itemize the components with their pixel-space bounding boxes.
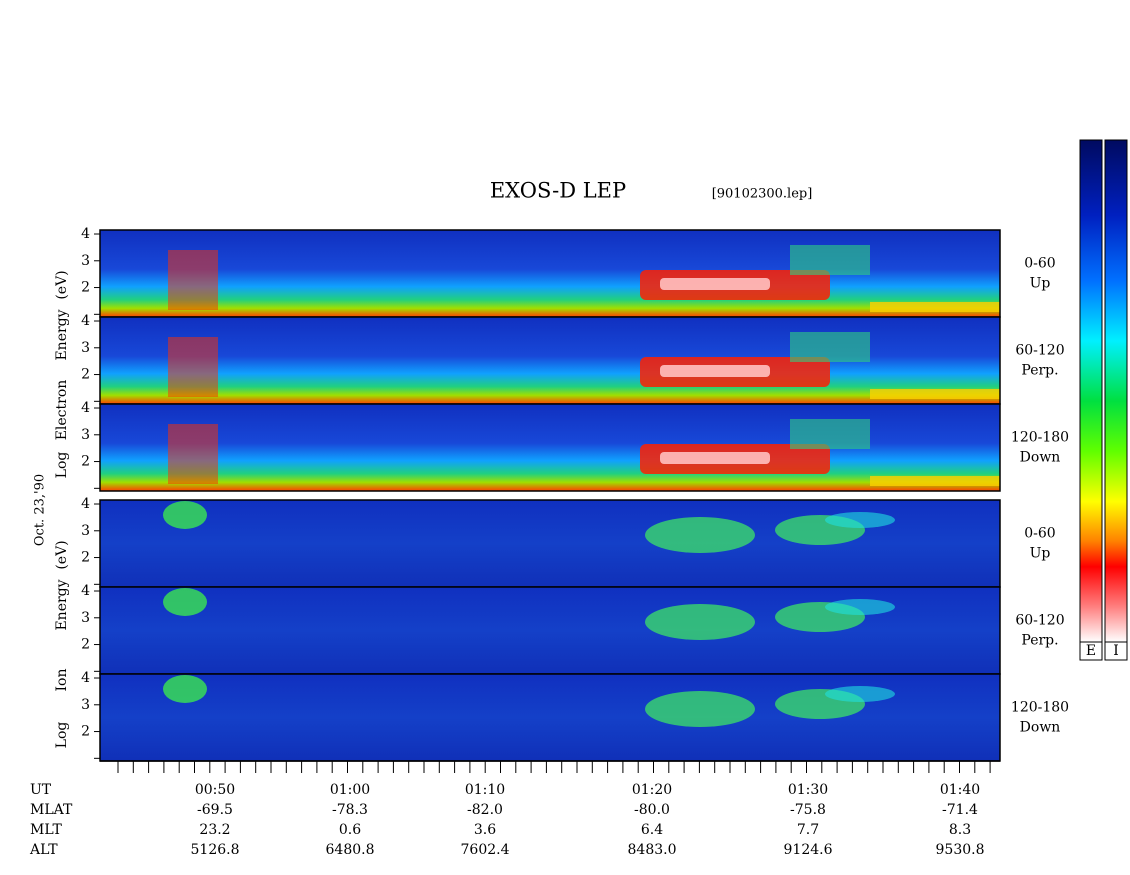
row-value: -71.4	[942, 802, 978, 818]
spectrogram-blob	[790, 245, 870, 275]
row-value: -80.0	[634, 802, 670, 818]
colorbar-label-box	[1079, 641, 1103, 661]
row-value: 6480.8	[326, 842, 375, 858]
row-value: 8.3	[949, 822, 971, 838]
pitch-angle: 120-180	[1011, 700, 1069, 716]
row-value: 23.2	[199, 822, 230, 838]
y-tick-label: 2	[81, 454, 90, 470]
y-tick-label: 2	[81, 550, 90, 566]
y-axis-label: Log	[54, 452, 70, 479]
spectrogram-blob	[660, 365, 770, 377]
row-label: UT	[30, 782, 52, 798]
spectrogram-blob	[825, 599, 895, 615]
spectrogram-blob	[168, 250, 218, 310]
row-value: 5126.8	[191, 842, 240, 858]
spectrogram-blob	[163, 501, 207, 529]
row-value: 7602.4	[461, 842, 510, 858]
row-value: 7.7	[797, 822, 819, 838]
row-value: 01:30	[788, 782, 828, 798]
row-value: 0.6	[339, 822, 361, 838]
row-value: 00:50	[195, 782, 235, 798]
spectrogram-blob	[168, 424, 218, 484]
spectrogram-blob	[163, 675, 207, 703]
direction: Perp.	[1021, 633, 1058, 649]
spectrogram-blob	[645, 691, 755, 727]
row-label: MLT	[30, 822, 62, 838]
row-value: -78.3	[332, 802, 368, 818]
spectrogram-blob	[870, 476, 1000, 486]
direction: Up	[1030, 276, 1051, 292]
colorbar	[1104, 139, 1128, 643]
y-tick-label: 4	[81, 496, 90, 512]
spectrogram-blob	[870, 302, 1000, 312]
y-tick-label: 2	[81, 637, 90, 653]
pitch-angle: 60-120	[1015, 343, 1064, 359]
y-tick-label: 3	[81, 523, 90, 539]
row-value: 8483.0	[628, 842, 677, 858]
spectrogram-blob	[660, 452, 770, 464]
row-value: -69.5	[197, 802, 233, 818]
row-label: MLAT	[30, 802, 73, 818]
colorbar-label: I	[1113, 643, 1119, 659]
file-name: [90102300.lep]	[712, 187, 813, 202]
spectrogram-blob	[825, 686, 895, 702]
date-label: Oct. 23,'90	[33, 474, 48, 546]
pitch-angle: 60-120	[1015, 613, 1064, 629]
row-value: -82.0	[467, 802, 503, 818]
y-tick-label: 3	[81, 340, 90, 356]
spectrogram-blob	[870, 389, 1000, 399]
y-tick-label: 3	[81, 697, 90, 713]
row-value: 6.4	[641, 822, 663, 838]
spectrogram-blob	[660, 278, 770, 290]
spectrogram-blob	[825, 512, 895, 528]
pitch-angle: 0-60	[1024, 256, 1055, 272]
row-label: ALT	[29, 842, 58, 858]
y-axis-label: (eV)	[54, 540, 70, 569]
spectrogram-blob	[790, 419, 870, 449]
y-tick-label: 3	[81, 427, 90, 443]
row-value: 01:20	[632, 782, 672, 798]
y-tick-label: 4	[81, 583, 90, 599]
panel-frame	[99, 403, 1001, 492]
row-value: 3.6	[474, 822, 496, 838]
y-axis-label: Ion	[54, 669, 70, 692]
y-axis-label: Energy	[54, 579, 70, 630]
y-axis-label: Electron	[54, 380, 70, 441]
y-tick-label: 4	[81, 313, 90, 329]
row-value: 01:10	[465, 782, 505, 798]
y-tick-label: 4	[81, 670, 90, 686]
row-value: 01:40	[940, 782, 980, 798]
spectrogram-blob	[163, 588, 207, 616]
row-value: 9124.6	[784, 842, 833, 858]
colorbar-label-box	[1104, 641, 1128, 661]
y-tick-label: 3	[81, 610, 90, 626]
y-tick-label: 4	[81, 400, 90, 416]
pitch-angle: 120-180	[1011, 430, 1069, 446]
row-value: -75.8	[790, 802, 826, 818]
spectrogram-blob	[645, 604, 755, 640]
direction: Perp.	[1021, 363, 1058, 379]
y-tick-label: 2	[81, 367, 90, 383]
row-value: 9530.8	[936, 842, 985, 858]
y-axis-label: Energy	[54, 309, 70, 360]
colorbar-label: E	[1086, 643, 1096, 659]
spectrogram-blob	[790, 332, 870, 362]
y-tick-label: 2	[81, 280, 90, 296]
spectrogram-blob	[168, 337, 218, 397]
y-axis-label: (eV)	[54, 270, 70, 299]
direction: Down	[1020, 450, 1061, 466]
y-tick-label: 4	[81, 226, 90, 242]
y-tick-label: 3	[81, 253, 90, 269]
direction: Up	[1030, 546, 1051, 562]
y-tick-label: 2	[81, 724, 90, 740]
pitch-angle: 0-60	[1024, 526, 1055, 542]
colorbar	[1079, 139, 1103, 643]
y-axis-label: Log	[54, 722, 70, 749]
direction: Down	[1020, 720, 1061, 736]
title: EXOS-D LEP	[490, 179, 626, 203]
row-value: 01:00	[330, 782, 370, 798]
spectrogram-blob	[645, 517, 755, 553]
